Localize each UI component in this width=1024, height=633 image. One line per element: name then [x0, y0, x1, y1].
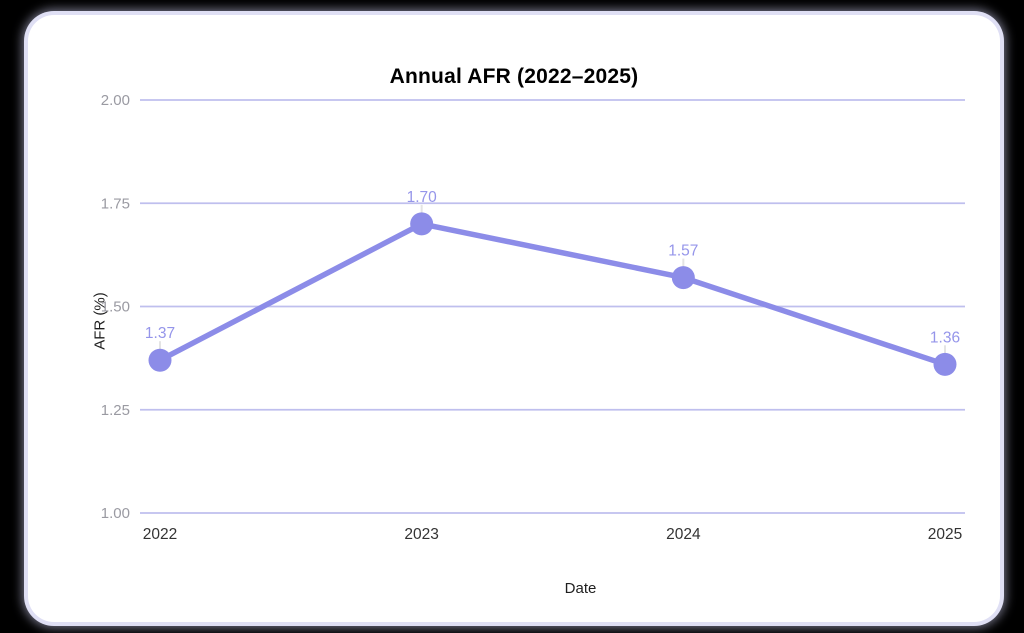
data-point [410, 212, 434, 236]
x-tick-label: 2023 [404, 526, 438, 543]
x-axis-title: Date [564, 580, 597, 597]
chart-title: Annual AFR (2022–2025) [389, 65, 639, 88]
y-tick-label: 1.00 [101, 505, 130, 522]
y-tick-label: 1.25 [101, 402, 130, 419]
data-point [933, 352, 957, 376]
data-point-label: 1.70 [407, 189, 438, 206]
data-point [671, 266, 695, 290]
y-tick-label: 1.50 [101, 299, 130, 316]
x-tick-label: 2022 [143, 526, 177, 543]
data-point-label: 1.36 [930, 329, 960, 346]
data-point-label: 1.57 [668, 243, 698, 260]
y-tick-label: 2.00 [101, 92, 130, 109]
x-tick-label: 2025 [928, 526, 962, 543]
data-point-label: 1.37 [145, 325, 175, 342]
series-line [157, 221, 948, 368]
y-tick-label: 1.75 [101, 195, 130, 212]
chart-card: Annual AFR (2022–2025) AFR (%) Date [28, 15, 1000, 622]
x-tick-label: 2024 [666, 526, 701, 543]
data-point [148, 348, 172, 372]
